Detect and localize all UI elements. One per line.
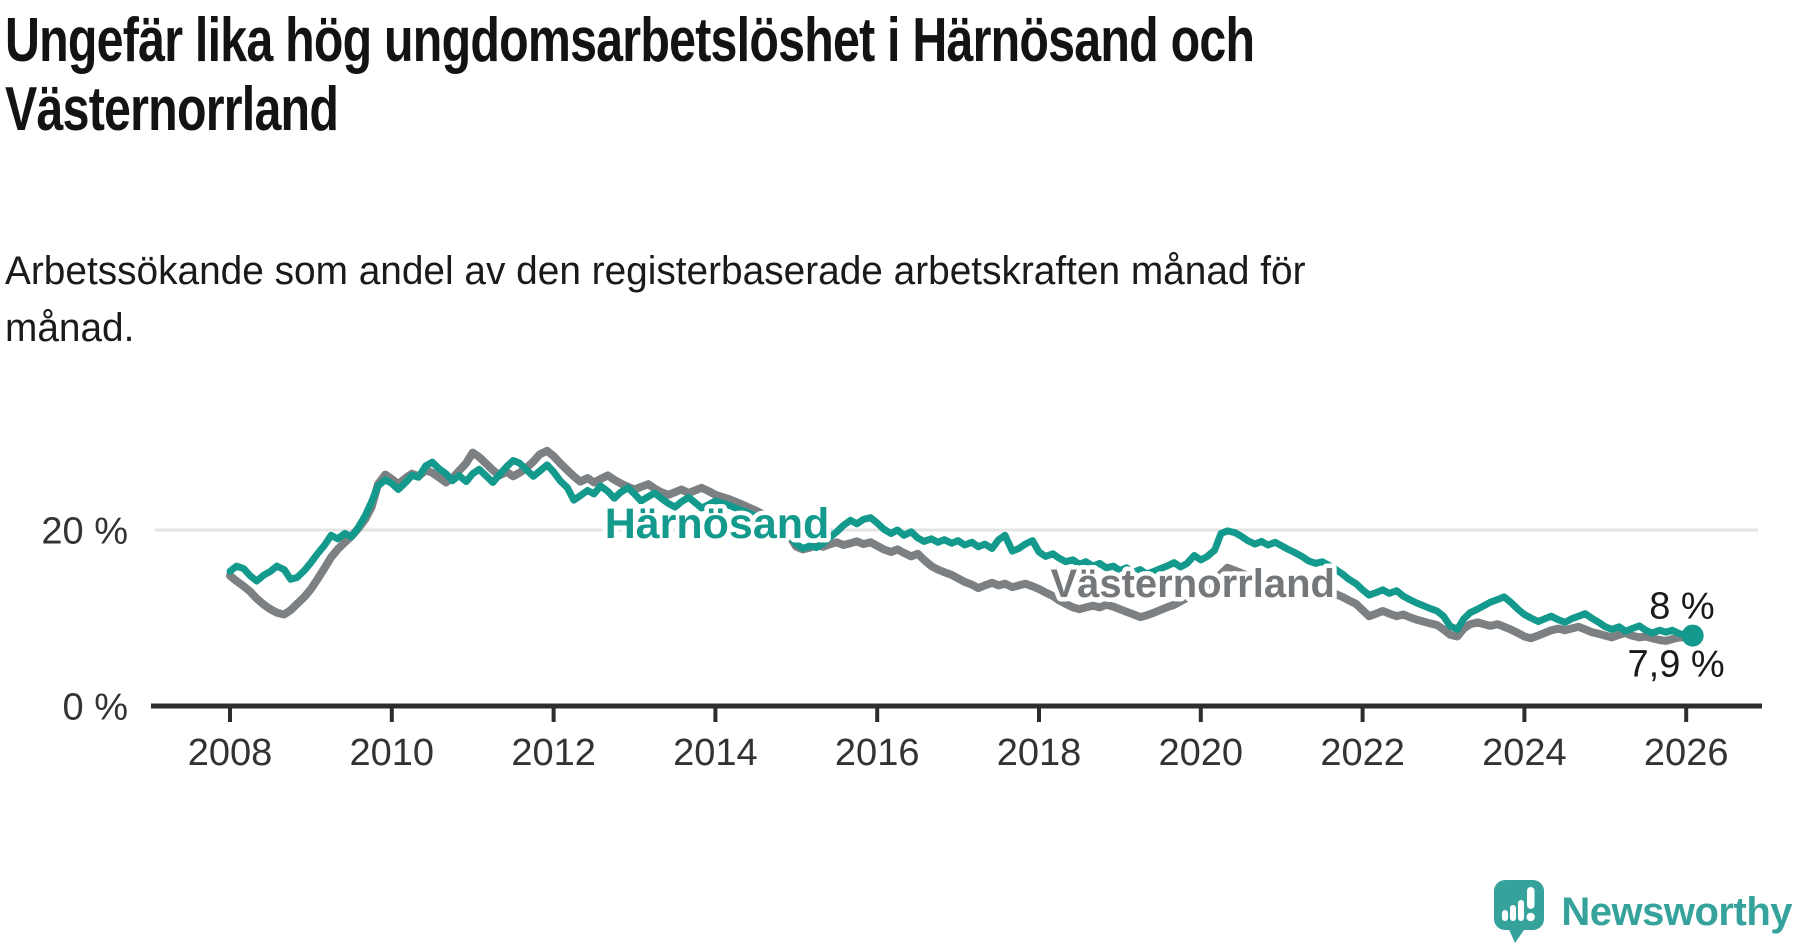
series-end-dot-härnösand [1681,624,1704,647]
y-tick-label-20-percent: 20 % [41,511,128,553]
newsworthy-logo: Newsworthy [1493,880,1792,944]
end-value-label-härnösand: 8 % [1649,586,1714,628]
x-tick-label-2022: 2022 [1320,732,1405,774]
x-tick-label-2018: 2018 [997,732,1082,774]
page-title-line-2: Västernorrland [5,75,339,144]
x-tick-label-2020: 2020 [1159,732,1244,774]
series-line-västernorrland [226,446,1697,645]
end-value-label-västernorrland: 7,9 % [1628,643,1725,685]
series-label-västernorrland: Västernorrland [1050,562,1335,606]
series-line-härnösand [226,457,1697,640]
x-tick-label-2012: 2012 [511,732,596,774]
newsworthy-chart-bubble-icon [1494,880,1545,943]
x-tick-label-2024: 2024 [1482,732,1567,774]
x-tick-label-2008: 2008 [188,732,273,774]
brand-name: Newsworthy [1561,889,1792,934]
x-tick-label-2026: 2026 [1644,732,1729,774]
x-tick-label-2014: 2014 [673,732,758,774]
chart-subtitle-line-2: månad. [5,306,135,350]
x-tick-label-2010: 2010 [350,732,435,774]
x-tick-label-2016: 2016 [835,732,920,774]
page-title-line-1: Ungefär lika hög ungdomsarbetslöshet i H… [5,6,1255,75]
y-tick-label-0-percent: 0 % [63,687,128,729]
chart-subtitle-line-1: Arbetssökande som andel av den registerb… [5,249,1306,293]
page-title: Ungefär lika hög ungdomsarbetslöshet i H… [5,6,1607,144]
chart-subtitle: Arbetssökande som andel av den registerb… [5,243,1346,357]
series-label-härnösand: Härnösand [605,500,830,548]
